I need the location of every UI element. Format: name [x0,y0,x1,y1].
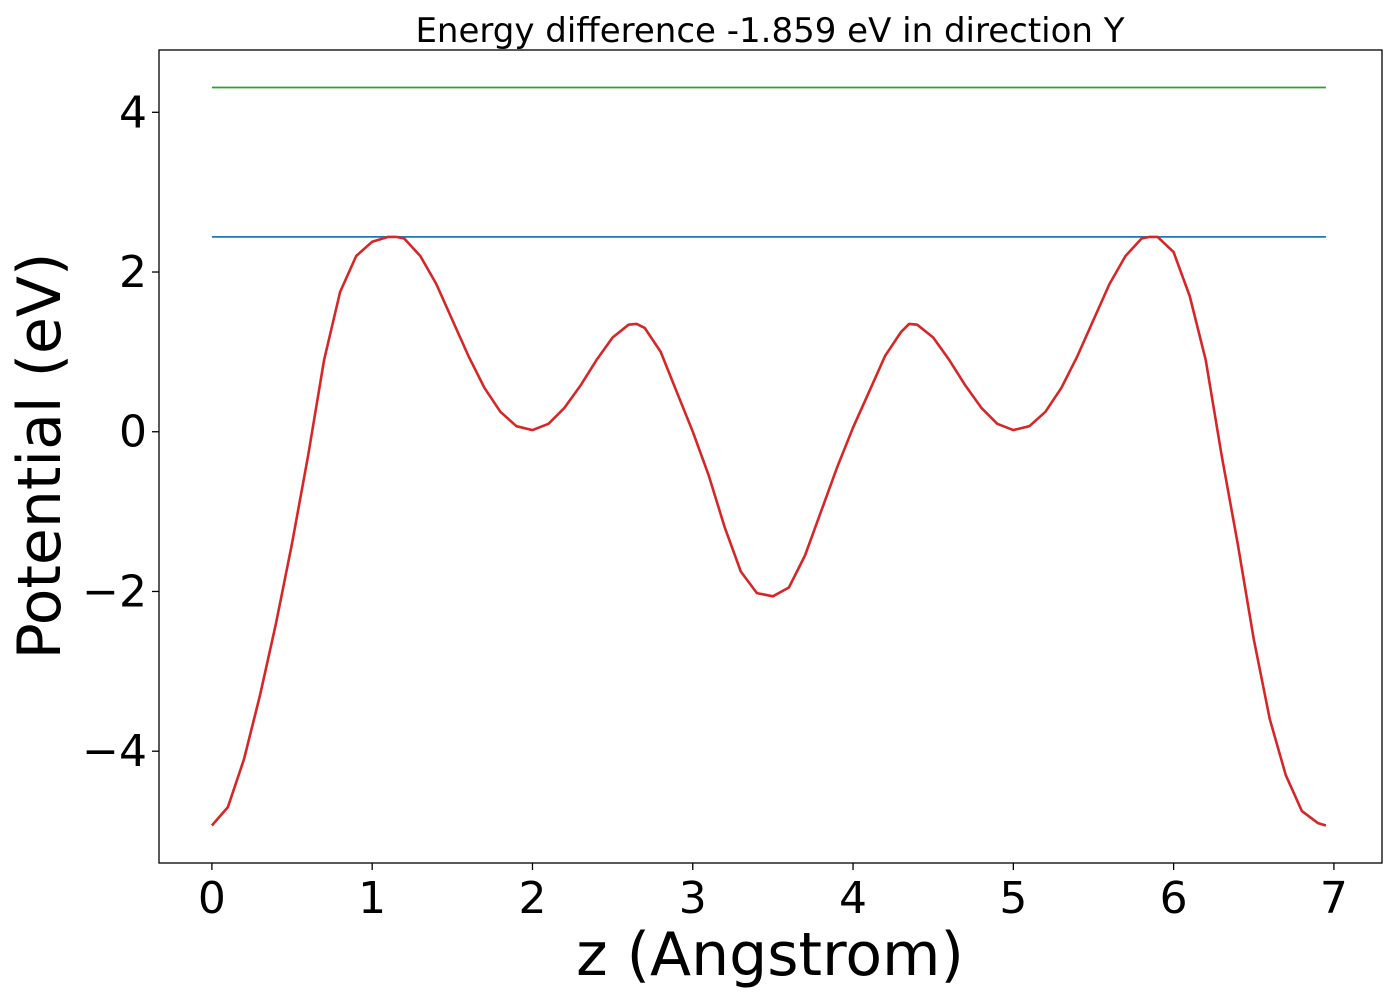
x-tick-label: 2 [518,873,546,924]
x-tick-label: 4 [839,873,867,924]
y-tick-label: 2 [119,247,147,298]
x-axis-label: z (Angstrom) [576,920,964,990]
x-tick-label: 3 [679,873,707,924]
y-tick-label: −4 [82,726,147,777]
potential-curve [210,235,1327,827]
x-tick-label: 7 [1320,873,1348,924]
x-tick-label: 0 [198,873,226,924]
y-tick-label: 4 [119,87,147,138]
y-axis-label: Potential (eV) [5,253,75,660]
chart-title: Energy difference -1.859 eV in direction… [415,11,1124,51]
y-tick-label: 0 [119,407,147,458]
y-tick-label: −2 [82,566,147,617]
y-axis-ticks: 4 2 0 −2 −4 [82,87,159,777]
x-tick-label: 5 [999,873,1027,924]
x-tick-label: 1 [358,873,386,924]
x-tick-label: 6 [1160,873,1188,924]
plot-frame [158,49,1383,864]
series-layer [210,86,1327,827]
x-axis-ticks: 0 1 2 3 4 5 6 7 [198,863,1348,924]
